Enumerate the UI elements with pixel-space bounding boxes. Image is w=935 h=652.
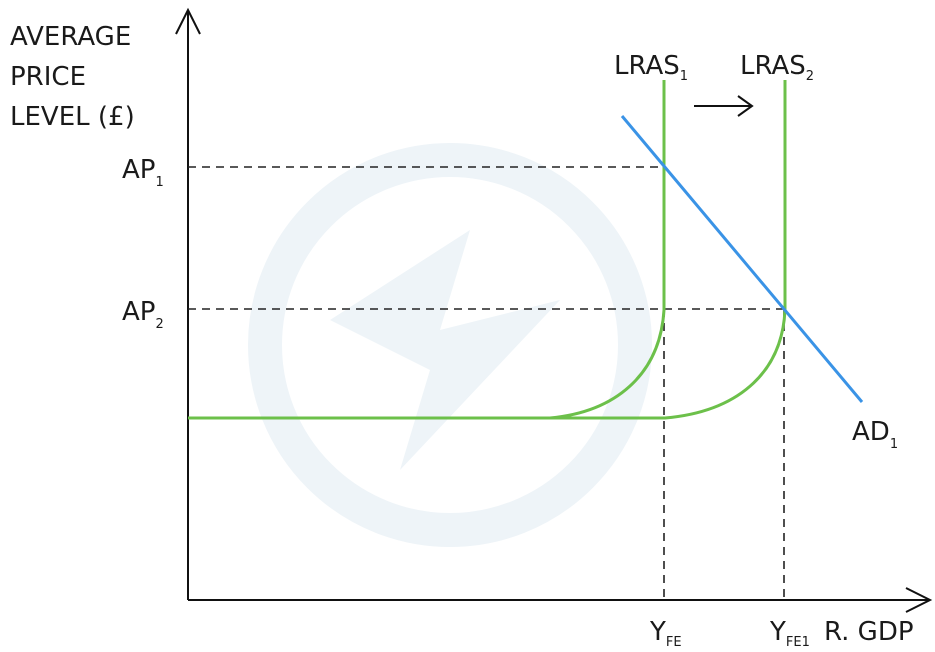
y-axis-arrowhead <box>175 7 201 35</box>
ad1-label: AD1 <box>852 417 898 452</box>
lras2-label: LRAS2 <box>740 51 814 84</box>
y-axis-label-line-1: AVERAGE <box>10 22 131 52</box>
right-arrow-icon <box>694 95 754 117</box>
x-axis-label: R. GDP <box>824 617 914 647</box>
lras1-curve <box>188 80 666 420</box>
ap1-label: AP1 <box>122 155 164 190</box>
lras1-label: LRAS1 <box>614 51 688 84</box>
y-axis-label-line-3: LEVEL (£) <box>10 102 135 132</box>
watermark-logo <box>248 143 652 547</box>
x-axis-arrowhead <box>905 587 933 613</box>
ad1-curve <box>620 115 864 403</box>
axes <box>175 7 933 613</box>
yfe-label: YFE <box>649 617 682 650</box>
guide-lines <box>188 166 785 600</box>
lras2-curve <box>188 80 787 420</box>
ap2-label: AP2 <box>122 297 164 332</box>
yfe1-label: YFE1 <box>769 617 810 650</box>
y-axis-label-line-2: PRICE <box>10 62 86 92</box>
